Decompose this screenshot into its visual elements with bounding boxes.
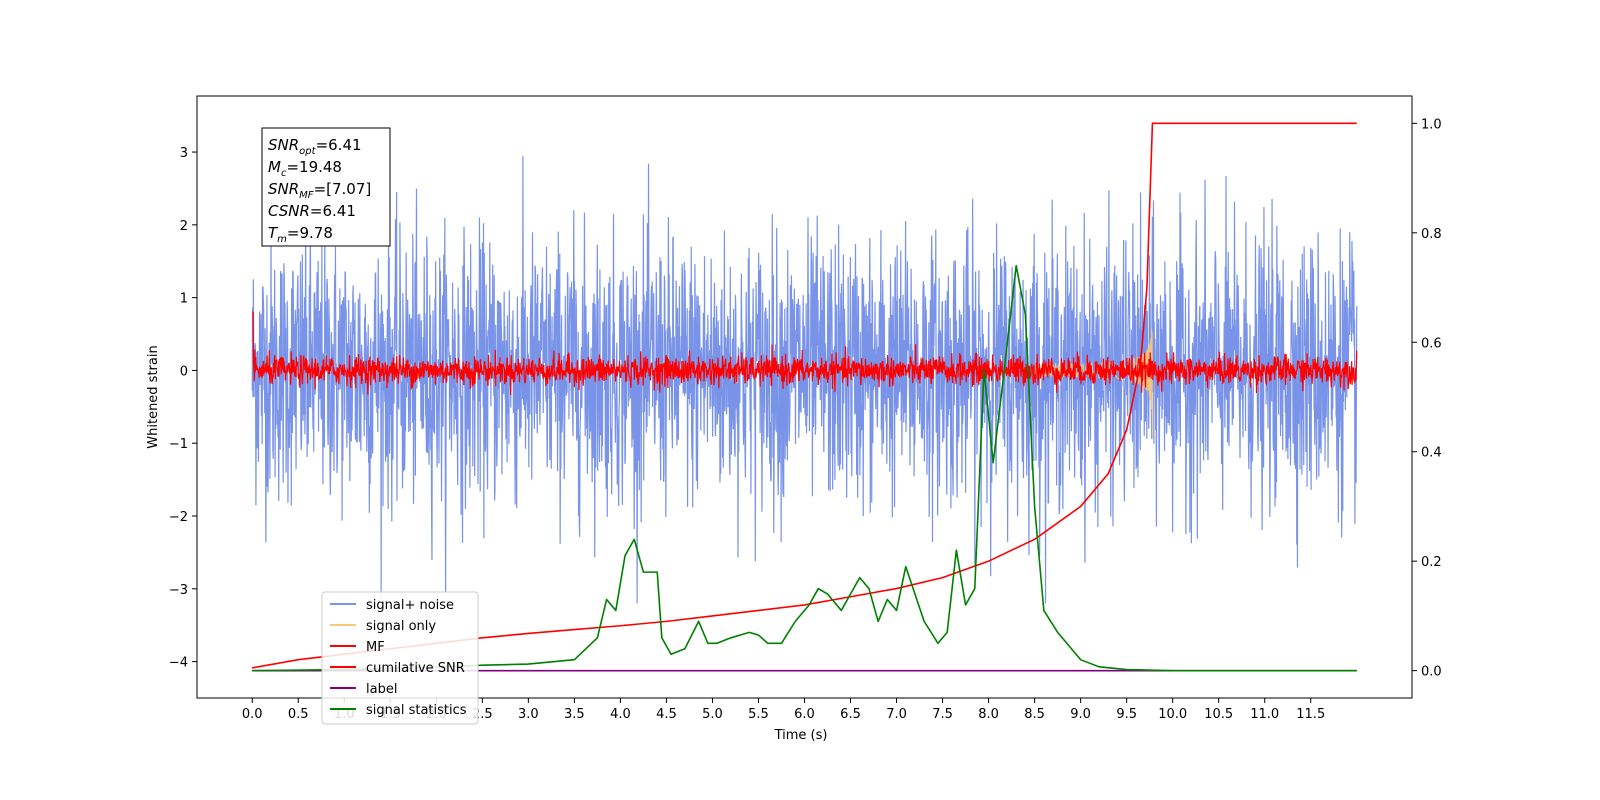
legend-label: signal statistics — [366, 703, 467, 718]
info-box-frame — [261, 127, 391, 247]
legend-label: signal only — [366, 619, 436, 634]
y-axis-label: Whitened strain — [146, 345, 161, 448]
y-tick-label: 0 — [180, 364, 188, 379]
y-tick-label: −2 — [169, 510, 188, 525]
series-signal-noise — [251, 155, 1358, 604]
info-line: Mc=19.48 — [268, 158, 342, 179]
legend-label: label — [366, 682, 397, 697]
x-tick-label: 9.0 — [1070, 707, 1091, 722]
info-line: Tm=9.78 — [268, 224, 333, 245]
y-tick-label: 1 — [180, 292, 188, 307]
legend-label: cumilative SNR — [366, 661, 465, 676]
series-mf — [252, 311, 1358, 396]
x-tick-label: 11.0 — [1250, 707, 1279, 722]
y2-tick-label: 0.0 — [1421, 665, 1442, 680]
info-line: SNRopt=6.41 — [268, 136, 362, 157]
x-tick-label: 6.5 — [840, 707, 861, 722]
x-tick-label: 7.0 — [886, 707, 907, 722]
y-tick-label: 3 — [180, 146, 188, 161]
y-tick-label: −3 — [169, 583, 188, 598]
x-tick-label: 5.5 — [748, 707, 769, 722]
x-tick-label: 5.0 — [702, 707, 723, 722]
y2-tick-label: 0.6 — [1421, 336, 1442, 351]
y2-tick-label: 0.4 — [1421, 446, 1442, 461]
x-tick-label: 0.0 — [242, 707, 263, 722]
info-line: SNRMF=[7.07] — [268, 180, 371, 201]
x-tick-label: 4.0 — [610, 707, 631, 722]
x-tick-label: 10.0 — [1158, 707, 1187, 722]
y-tick-label: −4 — [169, 656, 188, 671]
info-line: CSNR=6.41 — [268, 202, 356, 220]
x-tick-label: 4.5 — [656, 707, 677, 722]
series-signal-statistics — [252, 264, 1357, 672]
legend-label: signal+ noise — [366, 598, 454, 613]
y2-tick-label: 1.0 — [1421, 117, 1442, 132]
y-tick-label: 2 — [180, 219, 188, 234]
x-tick-label: 8.5 — [1024, 707, 1045, 722]
x-tick-label: 0.5 — [288, 707, 309, 722]
x-tick-label: 11.5 — [1296, 707, 1325, 722]
x-tick-label: 7.5 — [932, 707, 953, 722]
legend: signal+ noise signal only MF cumilative SNR… — [321, 591, 479, 725]
y2-tick-label: 0.2 — [1421, 555, 1442, 570]
y-tick-label: −1 — [169, 437, 188, 452]
legend-label: MF — [366, 640, 385, 655]
info-box: SNRopt=6.41Mc=19.48SNRMF=[7.07]CSNR=6.41… — [261, 127, 391, 247]
legend-frame — [321, 591, 479, 725]
x-tick-label: 9.5 — [1116, 707, 1137, 722]
x-axis-label: Time (s) — [774, 728, 828, 743]
x-tick-label: 10.5 — [1204, 707, 1233, 722]
x-tick-label: 8.0 — [978, 707, 999, 722]
x-tick-label: 3.0 — [518, 707, 539, 722]
y2-tick-label: 0.8 — [1421, 227, 1442, 242]
x-tick-label: 3.5 — [564, 707, 585, 722]
x-tick-label: 6.0 — [794, 707, 815, 722]
